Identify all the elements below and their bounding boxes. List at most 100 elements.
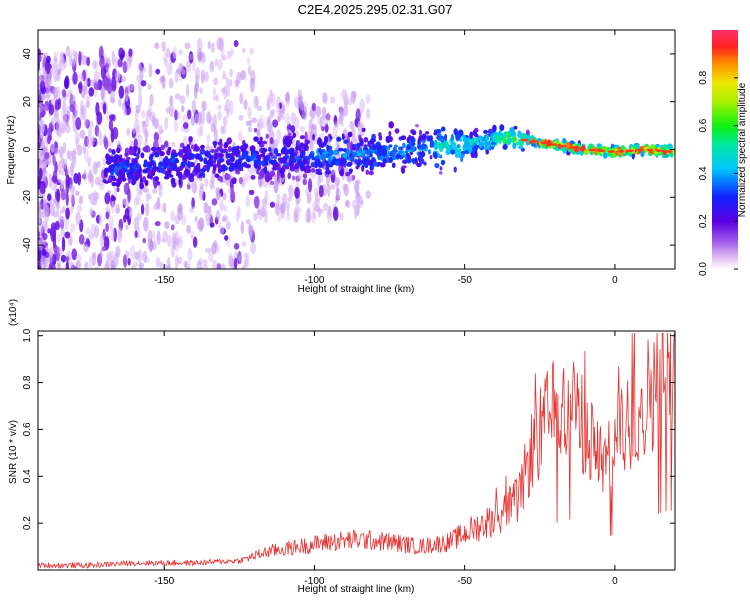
colorbar-ticks: 0.0 0.2 0.4 0.6 0.8 [698,70,738,276]
spectrogram-cell [237,131,243,142]
spectrogram-cell [305,164,310,171]
spectrogram-cell [138,93,142,108]
spectrogram-cell [61,236,66,252]
spectrogram-cell [421,144,425,150]
colorbar-tick-label: 0.0 [698,262,709,276]
spectrogram-cell [110,195,117,202]
spectrogram-cell [164,140,169,148]
spectrogram-cell [471,147,476,154]
spectrogram-cell [228,100,234,115]
spectrogram-cell [187,247,193,262]
spectrogram-cell [128,48,133,57]
spectrogram-cell [65,124,71,134]
spectrogram-cell [220,46,225,61]
spectrogram-cell [45,285,50,290]
spectrogram-cell [117,58,123,68]
spectrogram-cell [233,40,239,48]
spectrogram-cell [395,154,401,159]
spectrogram-cell [417,138,422,142]
snr-x-ticks: -150 -100 -50 0 [154,331,618,587]
spectrogram-cell [229,68,233,78]
spectrogram-cell [213,77,219,86]
spectrogram-cell [144,179,149,187]
spectrogram-cell [71,277,75,283]
spectrogram-cell [156,180,160,186]
spectrogram-cell [235,170,241,175]
spectrogram-cell [388,130,392,137]
spectrogram-cell [436,129,442,134]
snr-y-multiplier: (x10⁴) [8,299,19,326]
spectrogram-cell [164,221,170,229]
spectrogram-cell [377,161,381,166]
spectrogram-cell [310,124,317,131]
spectrogram-cell [414,123,420,128]
spectrogram-cell [540,141,548,145]
spectrogram-cell [161,41,166,52]
spectrogram-cell [334,121,339,128]
y-tick-label: 1.0 [22,328,33,342]
spectrogram-cell [184,168,190,177]
spectrogram-cell [636,148,644,152]
spectrogram-cell [159,151,165,157]
spectrogram-cell [306,193,312,204]
spectrogram-cell [333,149,339,156]
spectrogram-cell [249,47,255,55]
spectrogram-cell [225,173,231,180]
spectrogram-cell [60,254,67,263]
spectrogram-cell [172,46,177,59]
spectrogram-cell [499,124,505,131]
spectrogram-cell [174,254,179,269]
spectrogram-cell [286,213,291,222]
spectrogram-cell [282,146,288,154]
spectrogram-cell [91,251,97,259]
spectrogram-cell [213,153,218,160]
spectrogram-cell [232,178,237,182]
spectrogram-cell [464,140,471,149]
spectrogram-cell [187,160,191,168]
spectrogram-cell [78,81,83,94]
spectrogram-cell [162,158,167,165]
spectrogram-cell [222,70,226,81]
spectrogram-cell [444,133,448,141]
spectrogram-cell [158,167,163,173]
spectrogram-cell [369,165,374,171]
spectrogram-cell [212,140,218,146]
spectrogram-cell [182,114,189,126]
spectrogram-cell [269,170,275,177]
spectrogram-cell [105,153,110,161]
spectrogram-cell [353,204,358,213]
spectrogram-cell [114,70,121,83]
spectrogram-cell [233,243,240,250]
spectrogram-cell [419,129,422,136]
spectrogram-cell [58,270,64,275]
spectrogram-cell [400,135,407,141]
spectrogram-cell [103,75,110,91]
spectrogram-cell [479,143,483,149]
spectrogram-y-ticks: -40 -20 0 20 40 [22,48,675,252]
spectrogram-cell [222,85,228,100]
spectrogram-cell [321,106,327,120]
spectrogram-cell [406,136,410,144]
spectrogram-cell [194,216,198,223]
spectrogram-cell [209,60,215,72]
spectrogram-cell [90,174,95,188]
spectrogram-cell [92,59,97,70]
spectrogram-cell [324,151,330,155]
spectrogram-cell [189,206,195,213]
spectrogram-cell [196,37,203,51]
spectrogram-cell [326,144,330,152]
spectrogram-cell [65,174,70,188]
spectrogram-cell [38,106,41,120]
spectrogram-cell [69,279,73,294]
spectrogram-cell [93,282,98,290]
spectrogram-cell [53,70,57,83]
spectrogram-cell [235,145,240,150]
y-tick-label: 0.6 [22,422,33,436]
spectrogram-cell [111,149,116,155]
spectrogram-cell [51,175,58,183]
spectrogram-cell [410,145,416,153]
spectrogram-cell [108,216,114,230]
snr-y-label: SNR (10 * v/v) [8,420,19,484]
spectrogram-cell [221,164,227,170]
spectrogram-cell [166,149,171,156]
